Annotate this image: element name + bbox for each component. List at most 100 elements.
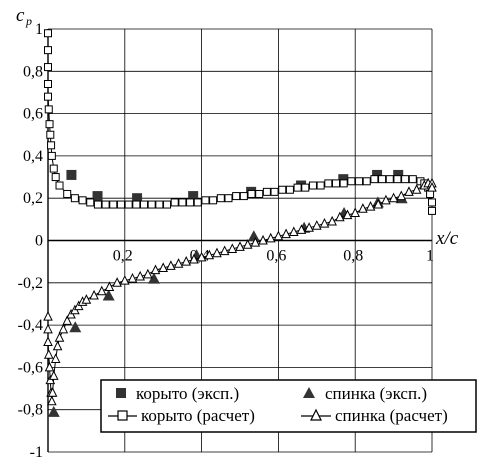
data-point-open-triangle xyxy=(48,370,59,380)
data-point-open-triangle xyxy=(204,249,215,260)
data-point-open-triangle xyxy=(250,236,261,247)
series-open-square xyxy=(44,29,436,215)
y-tick-label: -0,4 xyxy=(18,317,43,334)
x-tick-label: 1 xyxy=(426,248,434,265)
data-point-open-triangle xyxy=(43,323,53,334)
data-point-open-square xyxy=(370,175,379,184)
data-point-filled-square xyxy=(393,169,404,180)
legend-marker-back-calc xyxy=(310,408,322,421)
legend-label-trough-exp: корыто (эксп.) xyxy=(136,384,239,403)
series-open-triangle xyxy=(43,177,437,406)
data-point-open-triangle xyxy=(265,232,276,243)
data-point-open-square xyxy=(316,181,325,190)
data-point-open-square xyxy=(45,120,54,129)
legend-label-back-exp: спинка (эксп.) xyxy=(325,384,427,403)
data-point-open-triangle xyxy=(235,241,245,251)
y-axis-label-subscript: p xyxy=(25,14,32,28)
data-point-open-square xyxy=(278,185,287,194)
data-point-open-square xyxy=(428,206,436,215)
data-point-open-triangle xyxy=(388,192,399,203)
data-point-open-square xyxy=(293,183,302,192)
data-point-open-triangle xyxy=(81,294,92,304)
data-point-open-square xyxy=(301,183,310,192)
data-point-open-triangle xyxy=(373,198,384,209)
data-point-open-square xyxy=(201,196,210,205)
data-point-open-triangle xyxy=(54,332,65,342)
data-point-filled-triangle xyxy=(69,321,82,333)
data-point-open-square xyxy=(101,200,110,209)
data-point-open-triangle xyxy=(143,268,153,279)
data-point-open-square xyxy=(224,194,233,203)
data-point-open-square xyxy=(147,200,156,209)
data-point-open-square xyxy=(116,200,125,209)
data-point-open-square xyxy=(109,200,118,209)
data-point-open-triangle xyxy=(427,182,437,192)
y-tick-label: 0,4 xyxy=(23,148,43,165)
data-point-open-triangle xyxy=(127,272,138,283)
data-point-open-square xyxy=(46,130,55,139)
data-point-open-square xyxy=(186,198,195,207)
data-point-open-triangle xyxy=(227,243,238,253)
data-point-open-triangle xyxy=(365,201,376,211)
data-point-open-square xyxy=(47,151,56,160)
data-point-open-square xyxy=(428,198,436,207)
y-tick-label: 0 xyxy=(35,233,43,250)
data-point-open-square xyxy=(163,200,172,209)
legend-marker-back-exp xyxy=(303,387,315,398)
data-point-open-triangle xyxy=(181,256,192,266)
data-point-open-square xyxy=(193,198,202,207)
data-point-open-square xyxy=(408,175,417,184)
data-point-open-triangle xyxy=(96,285,107,296)
data-point-filled-triangle xyxy=(47,405,60,417)
data-point-open-triangle xyxy=(404,186,414,196)
data-point-open-square xyxy=(385,175,394,184)
y-tick-label: -1 xyxy=(30,444,43,461)
data-point-open-square xyxy=(378,175,387,184)
data-point-open-square xyxy=(78,196,87,205)
data-point-filled-square xyxy=(66,169,77,180)
data-point-open-triangle xyxy=(166,260,176,270)
data-point-open-triangle xyxy=(196,251,207,262)
data-point-open-square xyxy=(324,179,333,188)
data-point-filled-square xyxy=(338,174,349,185)
data-point-open-square xyxy=(255,189,264,198)
data-point-open-triangle xyxy=(381,194,391,205)
data-point-open-triangle xyxy=(158,262,169,272)
legend-box xyxy=(100,379,477,433)
data-point-open-square xyxy=(308,181,317,190)
data-point-open-triangle xyxy=(58,323,69,334)
data-point-open-triangle xyxy=(335,211,345,222)
data-point-open-triangle xyxy=(288,226,299,237)
data-point-open-square xyxy=(239,192,248,201)
legend: корыто (эксп.) спинка (эксп.) корыто (ра… xyxy=(100,379,477,433)
data-point-open-square xyxy=(47,141,56,150)
data-point-open-square xyxy=(140,200,148,209)
data-point-open-square xyxy=(170,198,179,207)
y-tick-label: 0,8 xyxy=(23,63,43,80)
data-point-open-square xyxy=(401,175,410,184)
data-point-filled-square xyxy=(372,169,383,180)
data-point-open-triangle xyxy=(47,387,58,397)
series-line xyxy=(47,33,433,211)
data-point-open-square xyxy=(393,175,402,184)
data-point-open-square xyxy=(86,198,95,207)
data-point-open-square xyxy=(55,181,64,190)
data-point-open-triangle xyxy=(342,209,353,220)
data-point-open-triangle xyxy=(350,207,361,218)
data-point-open-square xyxy=(44,92,52,101)
data-point-open-triangle xyxy=(43,336,53,347)
data-point-open-triangle xyxy=(44,361,55,372)
data-point-open-square xyxy=(216,194,225,203)
y-tick-label: 1 xyxy=(35,21,43,38)
y-tick-label: -0,8 xyxy=(18,402,43,419)
data-point-open-triangle xyxy=(150,264,161,275)
data-point-open-square xyxy=(355,177,364,186)
data-point-open-square xyxy=(332,179,340,188)
data-point-open-triangle xyxy=(327,215,337,226)
data-point-open-triangle xyxy=(135,270,145,281)
y-tick-label: -0,2 xyxy=(18,275,43,292)
data-point-open-square xyxy=(44,79,52,88)
data-point-open-square xyxy=(247,189,256,198)
data-point-filled-triangle xyxy=(247,230,260,242)
